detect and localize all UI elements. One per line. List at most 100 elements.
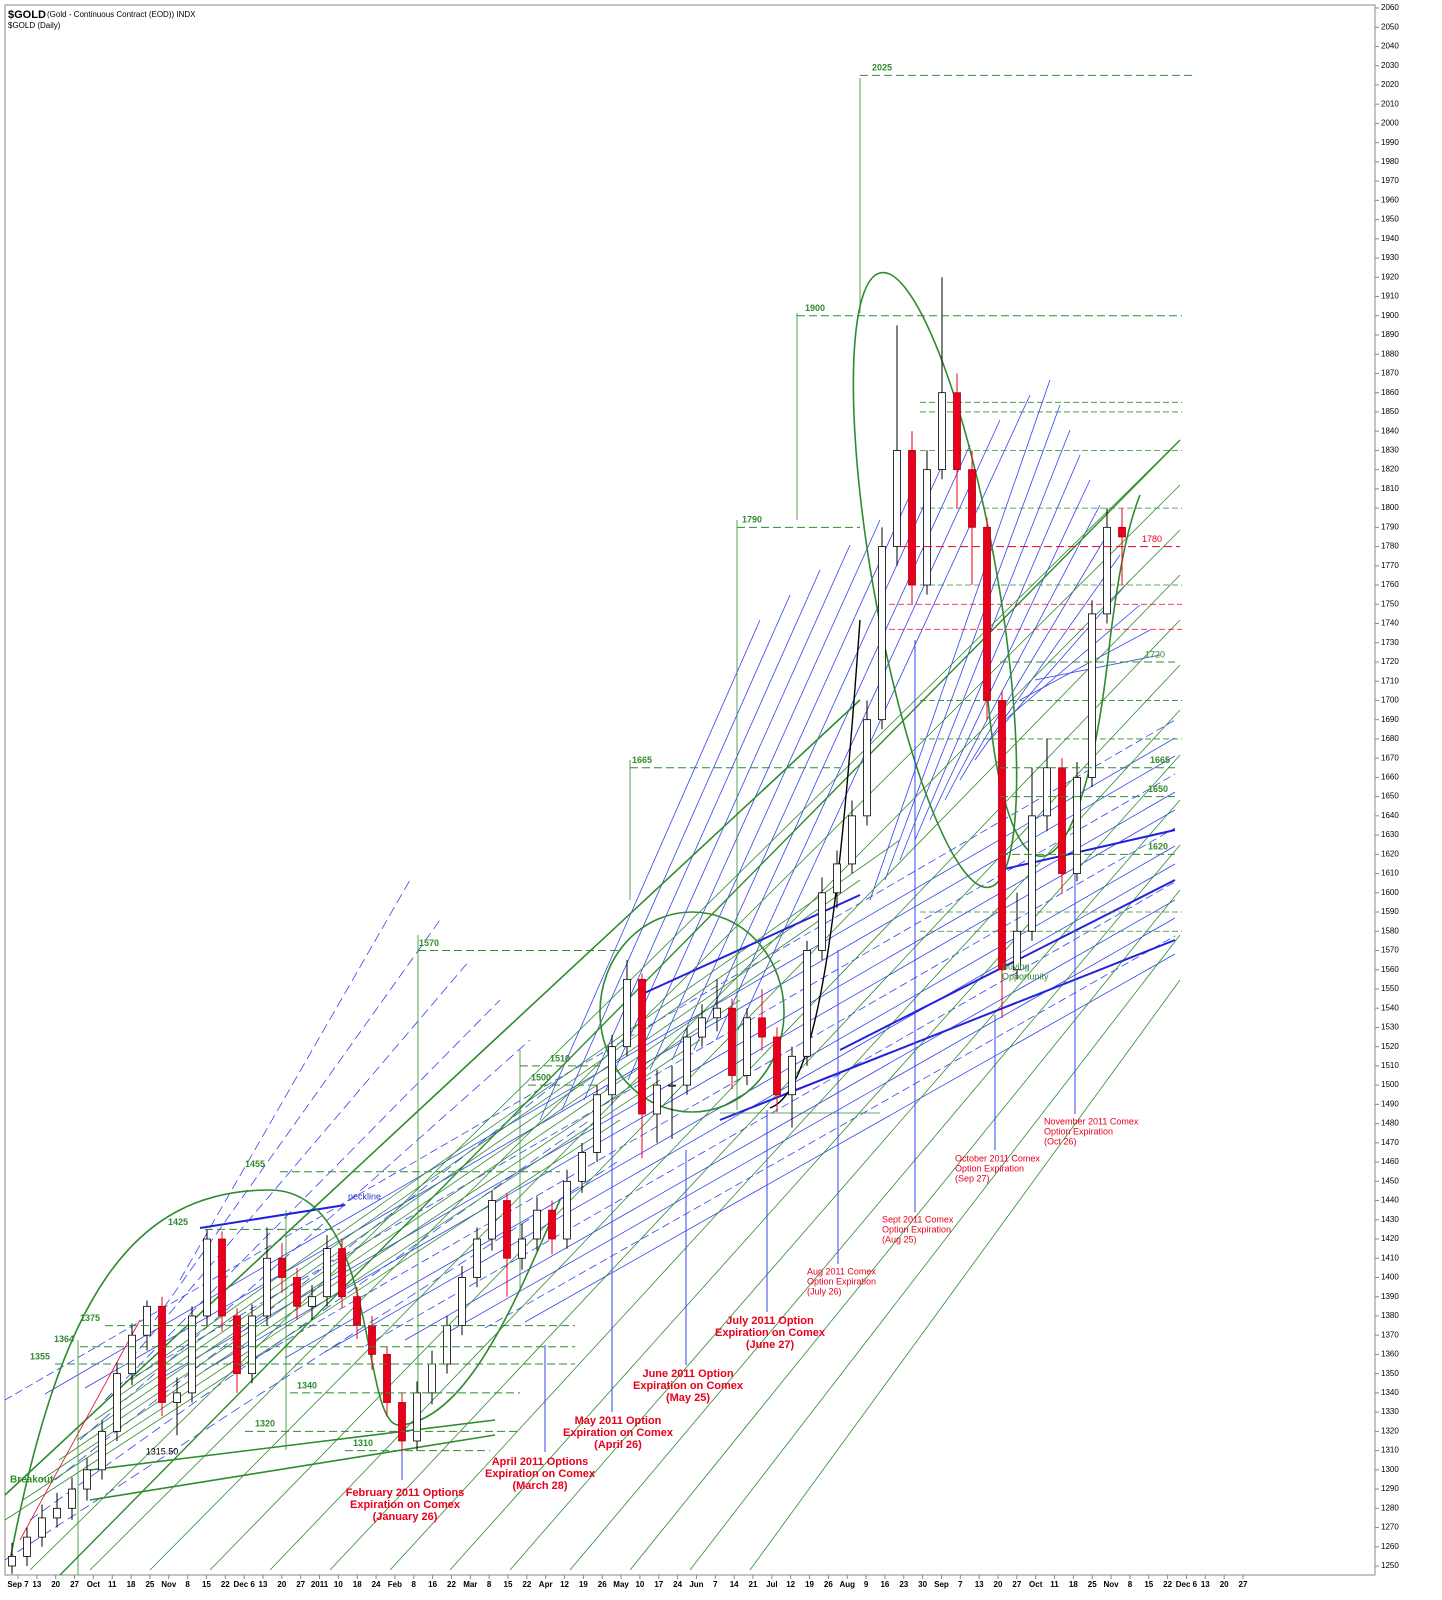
candle-body [893, 449, 901, 547]
x-tick-label: 10 [635, 1580, 644, 1589]
x-tick-label: 26 [824, 1580, 833, 1589]
candle-body [1043, 767, 1051, 817]
trendline [164, 791, 1176, 1377]
candle-body [383, 1354, 391, 1403]
trendline [627, 519, 881, 1081]
x-tick-label: 13 [32, 1580, 41, 1589]
candle-body [503, 1200, 511, 1259]
x-tick-label: 25 [1088, 1580, 1097, 1589]
candle-body [818, 892, 826, 951]
y-tick-label: 1330 [1381, 1407, 1399, 1416]
x-tick-label: 27 [1012, 1580, 1021, 1589]
candle-body [1073, 776, 1081, 874]
candle-body [473, 1238, 481, 1278]
level-label: 1510 [550, 1053, 570, 1063]
candle-body [323, 1248, 331, 1298]
y-tick-label: 1430 [1381, 1215, 1399, 1224]
candle-body [983, 526, 991, 701]
candle-body [1058, 767, 1066, 874]
candle-body [623, 978, 631, 1048]
x-tick-label: 9 [864, 1580, 869, 1589]
candle-body [803, 950, 811, 1057]
y-tick-label: 1290 [1381, 1484, 1399, 1493]
candle-body [293, 1277, 301, 1307]
candle-body [743, 1017, 751, 1076]
chart-subtitle: (Gold - Continuous Contract (EOD)) INDX [47, 10, 196, 19]
candle-body [53, 1507, 61, 1519]
curve [852, 271, 1018, 889]
candle-body [833, 863, 841, 894]
candle-body [698, 1017, 706, 1038]
y-tick-label: 2020 [1381, 80, 1399, 89]
x-tick-label: 20 [51, 1580, 60, 1589]
curve [599, 911, 785, 1113]
trendline [154, 919, 441, 1321]
trendline [884, 404, 1061, 881]
y-tick-label: 1540 [1381, 1003, 1399, 1012]
candle-body [1028, 815, 1036, 932]
level-label: 1310 [353, 1438, 373, 1448]
x-tick-label: 16 [428, 1580, 437, 1589]
y-tick-label: 1590 [1381, 907, 1399, 916]
level-label: 1780 [1142, 534, 1162, 544]
y-tick-label: 1840 [1381, 426, 1399, 435]
trendline [959, 529, 1111, 781]
trendline [449, 754, 1181, 1571]
y-tick-label: 1790 [1381, 522, 1399, 531]
trendline [29, 1119, 591, 1521]
x-tick-label: 8 [412, 1580, 417, 1589]
trendline [649, 494, 911, 1071]
y-tick-label: 1820 [1381, 465, 1399, 474]
candle-body [713, 1007, 721, 1019]
candle-body [83, 1469, 91, 1490]
candle-body [668, 1084, 676, 1087]
candle-body [968, 469, 976, 528]
trendline [929, 479, 1091, 821]
y-tick-label: 1680 [1381, 734, 1399, 743]
candle-body [233, 1315, 241, 1375]
x-tick-label: Jul [766, 1580, 778, 1589]
candle-body [1088, 613, 1096, 778]
y-tick-label: 1340 [1381, 1388, 1399, 1397]
annotation: (January 26) [373, 1511, 438, 1523]
annotation: February 2011 Options [346, 1487, 465, 1499]
candle-body [773, 1036, 781, 1096]
annotation: Option Expiration [807, 1276, 876, 1286]
y-tick-label: 1900 [1381, 311, 1399, 320]
trendline [104, 999, 501, 1401]
x-tick-label: 20 [1220, 1580, 1229, 1589]
y-tick-label: 1960 [1381, 195, 1399, 204]
trendline [19, 1319, 141, 1541]
annotation: Expiration on Comex [633, 1380, 744, 1392]
annotation: (Aug 25) [882, 1234, 917, 1244]
candle-body [188, 1315, 196, 1394]
candle-body [593, 1094, 601, 1153]
marks: 2025 1900 1790 1665 1570 1510 1500 1455 1425 1375… [8, 63, 1195, 1574]
candle-body [143, 1305, 151, 1336]
trendline [329, 664, 1181, 1571]
x-tick-label: 22 [522, 1580, 531, 1589]
x-tick-label: 19 [579, 1580, 588, 1589]
annotation: October 2011 Comex [955, 1153, 1040, 1163]
y-tick-label: 1700 [1381, 696, 1399, 705]
y-tick-label: 2060 [1381, 3, 1399, 12]
trendline [671, 469, 941, 1061]
candle-body [278, 1257, 286, 1278]
level-label: 1665 [1150, 755, 1170, 765]
x-tick-label: Aug [839, 1580, 855, 1589]
y-tick-label: 1750 [1381, 599, 1399, 608]
trendline [199, 1204, 346, 1229]
y-tick-label: 1570 [1381, 946, 1399, 955]
level-label: 1315.50 [146, 1446, 179, 1456]
x-tick-label: 20 [277, 1580, 286, 1589]
y-tick-label: 1980 [1381, 157, 1399, 166]
level-label: 1570 [419, 938, 439, 948]
annotation: (March 28) [512, 1480, 567, 1492]
y-tick-label: 1770 [1381, 561, 1399, 570]
candle-body [653, 1084, 661, 1115]
x-tick-label: Sep 7 [7, 1580, 29, 1589]
y-tick-label: 1400 [1381, 1273, 1399, 1282]
y-tick-label: 1420 [1381, 1234, 1399, 1243]
trendlines [4, 78, 1182, 1576]
annotation: Option Expiration [1044, 1126, 1113, 1136]
